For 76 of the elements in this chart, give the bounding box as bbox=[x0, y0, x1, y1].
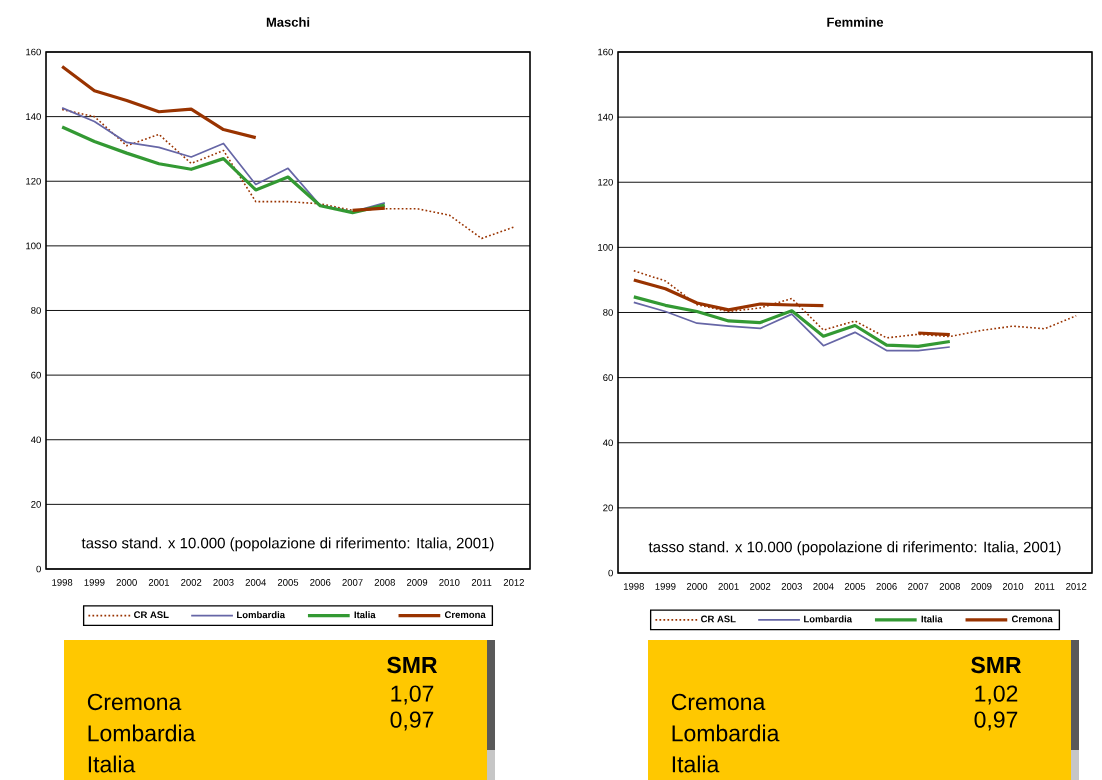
y-tick-label: 60 bbox=[603, 374, 613, 381]
text: Italia bbox=[672, 755, 720, 773]
annotation: tasso stand. x 10.000 (popolazione di riferimento: Italia, 2001) bbox=[648, 541, 1061, 556]
x-tick-label: 2002 bbox=[181, 579, 202, 586]
text: 1,02 bbox=[975, 685, 1018, 705]
x-tick-label: 1999 bbox=[84, 579, 105, 586]
y-tick-label: 160 bbox=[598, 48, 613, 56]
y-tick-label: 100 bbox=[26, 242, 41, 250]
x-tick-label: 1999 bbox=[655, 583, 676, 590]
y-tick-label: 0 bbox=[608, 569, 613, 577]
text: 0,97 bbox=[390, 711, 434, 731]
text: Italia bbox=[88, 755, 136, 773]
text: Lombardia bbox=[88, 724, 196, 742]
x-tick-label: 2010 bbox=[439, 579, 460, 586]
y-tick-label: 80 bbox=[31, 307, 41, 314]
x-tick-label: 2012 bbox=[1066, 583, 1087, 590]
x-tick-label: 2003 bbox=[781, 583, 802, 590]
x-tick-label: 2004 bbox=[813, 583, 834, 590]
y-tick-label: 20 bbox=[603, 504, 613, 512]
legend-label: CR ASL bbox=[701, 615, 736, 623]
text: Lombardia bbox=[672, 724, 780, 742]
y-tick-label: 120 bbox=[598, 178, 613, 186]
text: Cremona bbox=[87, 693, 182, 711]
x-tick-label: 1998 bbox=[52, 579, 73, 586]
x-tick-label: 2009 bbox=[971, 583, 992, 590]
line-series bbox=[60, 125, 387, 215]
x-tick-label: 2008 bbox=[374, 579, 395, 586]
x-tick-label: 2011 bbox=[471, 579, 492, 586]
x-tick-label: 2002 bbox=[750, 583, 771, 590]
x-tick-label: 2009 bbox=[406, 579, 428, 586]
legend-label: Lombardia bbox=[804, 615, 853, 623]
x-tick-label: 2003 bbox=[213, 579, 234, 586]
legend-label: Cremona bbox=[444, 611, 486, 619]
text: SMR bbox=[387, 656, 438, 674]
legend-label: CR ASL bbox=[134, 611, 169, 619]
line-series bbox=[633, 270, 1078, 339]
text: 0,97 bbox=[974, 711, 1018, 731]
text: Cremona bbox=[671, 693, 766, 711]
legend-label: Lombardia bbox=[237, 611, 286, 619]
x-tick-label: 2007 bbox=[342, 579, 363, 586]
x-tick-label: 2011 bbox=[1034, 583, 1055, 590]
x-tick-label: 2004 bbox=[245, 579, 267, 586]
y-tick-label: 40 bbox=[30, 436, 41, 444]
y-tick-label: 120 bbox=[26, 177, 41, 185]
annotation: tasso stand. x 10.000 (popolazione di riferimento: Italia, 2001) bbox=[81, 537, 494, 552]
y-tick-label: 100 bbox=[598, 244, 613, 251]
x-tick-label: 2001 bbox=[718, 583, 739, 590]
y-tick-label: 40 bbox=[602, 439, 613, 447]
line-series bbox=[632, 301, 951, 352]
x-tick-label: 2000 bbox=[116, 579, 137, 586]
y-tick-label: 60 bbox=[31, 371, 41, 379]
x-tick-label: 2006 bbox=[876, 583, 897, 590]
chart-title: Femmine bbox=[827, 17, 884, 27]
x-tick-label: 2006 bbox=[310, 579, 331, 586]
x-tick-label: 1998 bbox=[623, 583, 644, 590]
x-tick-label: 2008 bbox=[939, 583, 960, 590]
y-tick-label: 0 bbox=[36, 565, 41, 573]
x-tick-label: 2012 bbox=[503, 579, 524, 586]
legend-label: Cremona bbox=[1011, 615, 1053, 623]
x-tick-label: 2010 bbox=[1002, 583, 1024, 590]
y-tick-label: 160 bbox=[26, 48, 41, 56]
text: 1,07 bbox=[391, 685, 434, 705]
x-tick-label: 2005 bbox=[277, 579, 299, 586]
y-tick-label: 80 bbox=[603, 309, 613, 316]
legend-label: Italia bbox=[921, 615, 943, 623]
y-tick-label: 140 bbox=[26, 113, 41, 120]
legend-label: Italia bbox=[354, 611, 376, 619]
x-tick-label: 2001 bbox=[148, 579, 170, 586]
line-series bbox=[632, 295, 952, 348]
y-tick-label: 20 bbox=[31, 501, 41, 508]
text: SMR bbox=[971, 656, 1022, 674]
chart-title: Maschi bbox=[266, 17, 310, 27]
y-tick-label: 140 bbox=[598, 113, 613, 121]
x-tick-label: 2007 bbox=[908, 583, 929, 590]
x-tick-label: 2005 bbox=[844, 583, 866, 590]
x-tick-label: 2000 bbox=[686, 583, 708, 590]
